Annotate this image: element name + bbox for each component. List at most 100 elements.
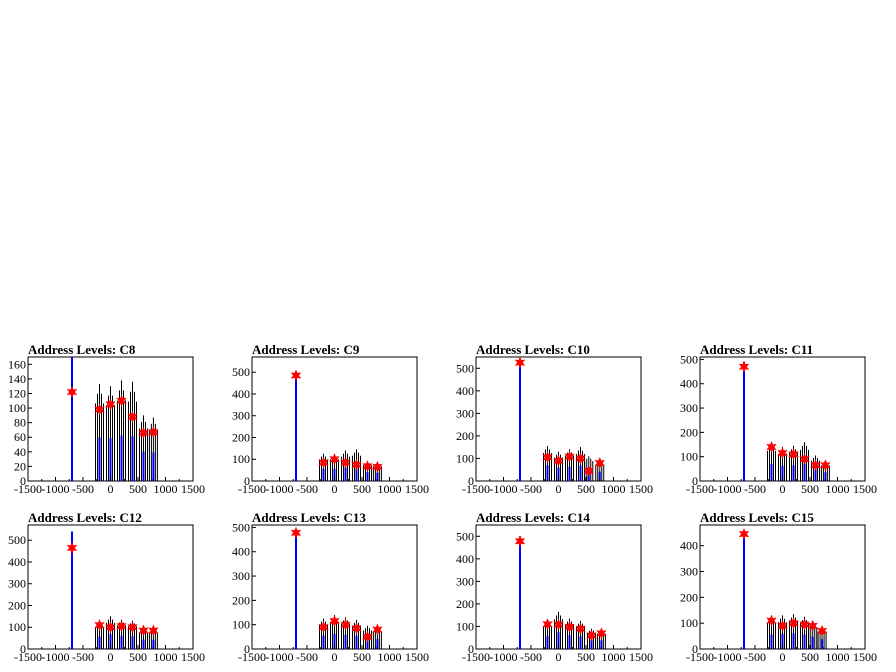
peak-marker <box>542 451 553 464</box>
peak-marker <box>290 526 302 539</box>
y-tick-label: 60 <box>14 430 26 444</box>
y-tick-label: 300 <box>680 565 698 579</box>
x-tick-label: -1500 <box>238 650 266 664</box>
x-tick-label: -500 <box>520 482 542 496</box>
y-tick-label: 500 <box>232 365 250 379</box>
signal-spike <box>543 620 552 649</box>
y-tick-label: 300 <box>456 574 474 588</box>
y-tick-label: 500 <box>456 529 474 543</box>
y-tick-label: 100 <box>456 619 474 633</box>
signal-spike <box>117 380 126 481</box>
x-tick-label: 1000 <box>602 482 626 496</box>
chart-panel: Address Levels: C14 -1500 -1000 -500 0 500 100… <box>456 510 653 664</box>
x-tick-label: 0 <box>556 650 562 664</box>
y-tick-label: 0 <box>20 642 26 656</box>
x-tick-label: 0 <box>556 482 562 496</box>
y-tick-label: 300 <box>8 577 26 591</box>
peak-marker <box>553 618 564 631</box>
x-tick-label: 500 <box>353 650 371 664</box>
x-tick-label: -1000 <box>714 650 742 664</box>
y-tick-label: 40 <box>14 445 26 459</box>
y-tick-label: 100 <box>232 452 250 466</box>
peak-marker <box>94 618 105 632</box>
x-tick-label: -500 <box>744 650 766 664</box>
y-tick-label: 20 <box>14 459 26 473</box>
peak-marker <box>148 624 159 637</box>
y-tick-label: 160 <box>8 357 26 371</box>
peak-marker <box>777 619 788 632</box>
x-tick-label: 1500 <box>853 650 877 664</box>
y-tick-label: 200 <box>456 429 474 443</box>
signal-spike <box>95 621 104 649</box>
peak-marker <box>318 620 329 634</box>
peak-marker <box>138 624 149 637</box>
chart-title: Address Levels: C13 <box>252 510 366 525</box>
x-tick-label: 500 <box>129 650 147 664</box>
signal-spike <box>106 616 115 649</box>
x-tick-label: -1500 <box>686 650 714 664</box>
peak-marker <box>514 535 526 548</box>
peak-marker <box>329 453 340 466</box>
y-tick-label: 100 <box>8 620 26 634</box>
y-tick-label: 100 <box>8 401 26 415</box>
signal-spike <box>148 417 158 481</box>
y-tick-label: 200 <box>680 425 698 439</box>
y-tick-label: 300 <box>232 409 250 423</box>
peak-marker <box>594 456 606 470</box>
signal-spike <box>128 381 137 481</box>
x-tick-label: -1000 <box>42 482 70 496</box>
chart-title: Address Levels: C8 <box>28 342 136 357</box>
y-tick-label: 300 <box>680 401 698 415</box>
x-tick-label: -1000 <box>714 482 742 496</box>
peak-marker <box>329 614 340 628</box>
peak-marker <box>799 452 810 466</box>
x-tick-label: 1000 <box>826 650 850 664</box>
x-tick-label: -1000 <box>42 650 70 664</box>
y-tick-label: 300 <box>456 406 474 420</box>
x-tick-label: -500 <box>296 482 318 496</box>
x-tick-label: 1500 <box>853 482 877 496</box>
peak-marker <box>148 425 159 439</box>
y-tick-label: 80 <box>14 416 26 430</box>
x-tick-label: 1000 <box>826 482 850 496</box>
x-tick-label: 1000 <box>602 650 626 664</box>
x-tick-label: 1500 <box>405 482 429 496</box>
peak-marker <box>127 410 138 423</box>
peak-marker <box>820 459 831 472</box>
peak-marker <box>575 452 586 465</box>
y-tick-label: 0 <box>244 642 250 656</box>
peak-marker <box>351 458 362 471</box>
x-tick-label: -1000 <box>490 482 518 496</box>
chart-title: Address Levels: C14 <box>476 510 590 525</box>
x-tick-label: 0 <box>780 482 786 496</box>
y-tick-label: 0 <box>244 474 250 488</box>
chart-panel: Address Levels: C11 -1500 -1000 -500 0 500 100… <box>680 342 877 496</box>
y-tick-label: 200 <box>680 590 698 604</box>
chart-panel: Address Levels: C12 -1500 -1000 -500 0 500 100… <box>8 510 205 664</box>
chart-panel: Address Levels: C9-1500 -1000 -500 0 500 1000… <box>232 342 429 496</box>
peak-marker <box>362 630 373 644</box>
chart-title: Address Levels: C12 <box>28 510 142 525</box>
x-tick-label: -1000 <box>266 650 294 664</box>
y-tick-label: 0 <box>468 642 474 656</box>
peak-marker <box>777 446 788 460</box>
peak-marker <box>586 629 597 642</box>
x-tick-label: -1500 <box>462 650 490 664</box>
y-tick-label: 200 <box>232 593 250 607</box>
x-tick-label: -1000 <box>490 650 518 664</box>
peak-marker <box>362 460 373 473</box>
x-tick-label: -1500 <box>14 650 42 664</box>
y-tick-label: 200 <box>8 598 26 612</box>
y-tick-label: 500 <box>456 361 474 375</box>
peak-marker <box>766 614 777 627</box>
chart-panel: Address Levels: C15 -1500 -1000 -500 0 500 100… <box>680 510 877 664</box>
x-tick-label: -1500 <box>14 482 42 496</box>
x-tick-label: 1500 <box>629 482 653 496</box>
y-tick-label: 100 <box>232 618 250 632</box>
x-tick-label: -1500 <box>686 482 714 496</box>
x-tick-label: -1500 <box>462 482 490 496</box>
peak-marker <box>372 623 383 636</box>
peak-marker <box>105 398 116 411</box>
peak-marker <box>738 527 750 541</box>
y-tick-label: 0 <box>692 642 698 656</box>
